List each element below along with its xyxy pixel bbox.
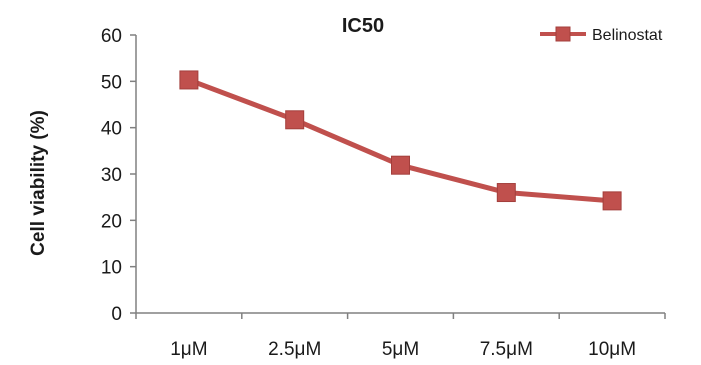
x-tick-label: 1μM (170, 339, 207, 360)
x-tick-label: 2.5μM (268, 339, 321, 360)
legend-marker (555, 26, 571, 42)
x-tick-label: 5μM (382, 339, 419, 360)
series-group (179, 70, 622, 211)
y-axis-label: Cell viability (%) (28, 110, 49, 256)
data-point-marker (496, 183, 516, 203)
y-tick-label: 30 (101, 165, 122, 186)
y-tick-label: 0 (111, 304, 122, 325)
data-point-marker (602, 191, 622, 211)
chart-title: IC50 (342, 15, 384, 37)
y-tick-label: 60 (101, 26, 122, 47)
x-tick-label: 10μM (588, 339, 636, 360)
x-tick-label: 7.5μM (480, 339, 533, 360)
y-tick-label: 10 (101, 258, 122, 279)
data-point-marker (285, 110, 305, 130)
data-point-marker (179, 70, 199, 90)
axes: 0 10 20 30 40 50 60 1μM 2.5μM 5μM 7.5μM 10μM (101, 26, 666, 360)
legend: Belinostat (540, 26, 663, 44)
y-tick-label: 40 (101, 119, 122, 140)
series-line (188, 77, 613, 204)
y-tick-label: 50 (101, 72, 122, 93)
legend-label: Belinostat (592, 27, 663, 44)
y-tick-label: 20 (101, 211, 122, 232)
data-point-marker (391, 155, 410, 175)
